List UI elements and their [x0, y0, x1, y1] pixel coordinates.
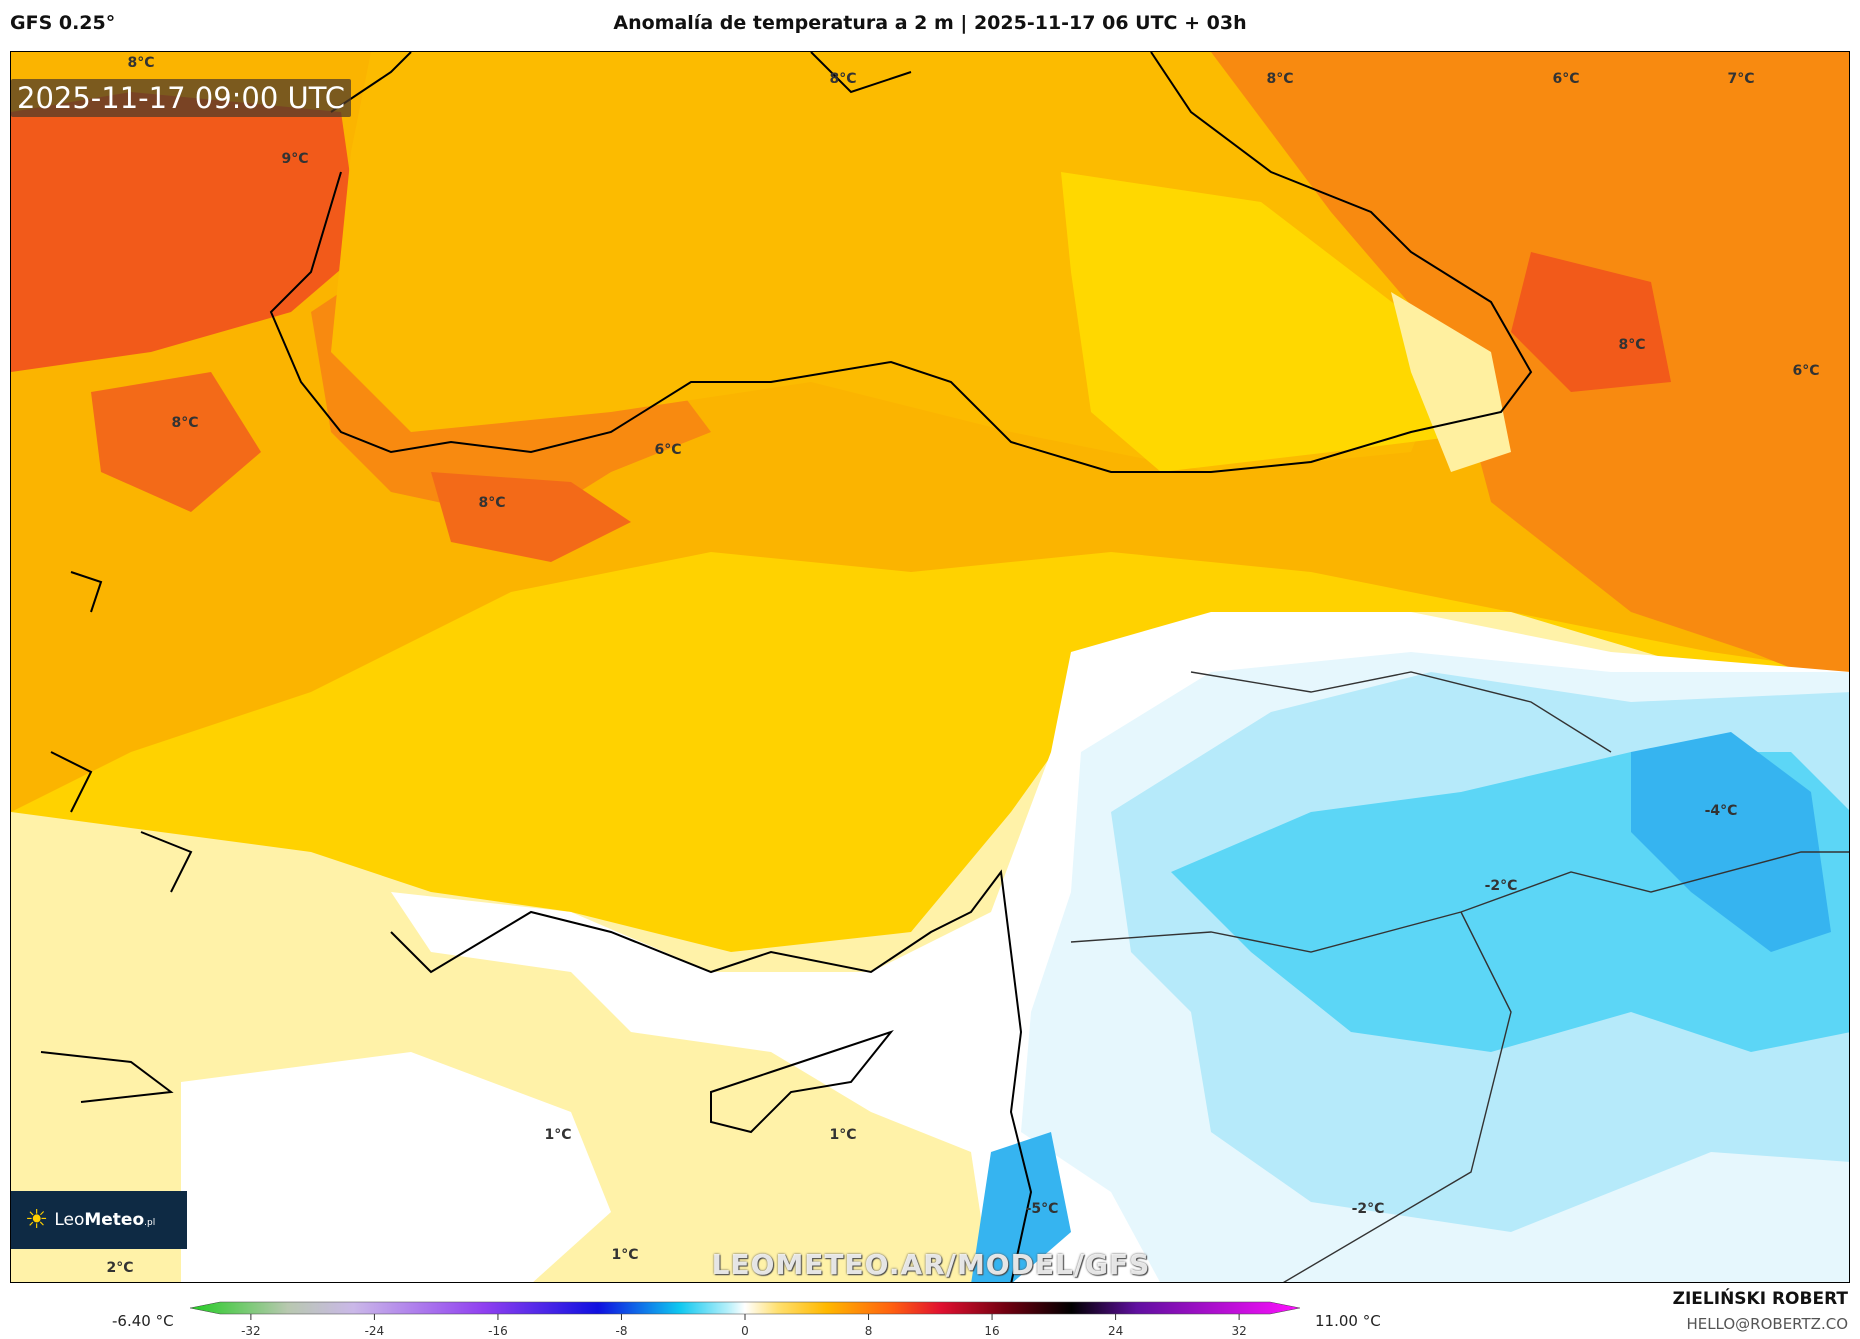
borders: [1070, 671, 1849, 1282]
anomaly-band-8: [431, 472, 631, 562]
colorbar-tick-label: -32: [241, 1324, 261, 1338]
anomaly-band-m5: [971, 1132, 1071, 1282]
leometeo-logo: ☀ LeoMeteo.pl: [11, 1191, 187, 1249]
contour-label: 1°C: [611, 1247, 639, 1263]
watermark: LEOMETEO.AR/MODEL/GFS: [711, 1248, 1151, 1281]
contour-label: -2°C: [1351, 1201, 1385, 1217]
contour-label: 8°C: [1618, 337, 1646, 353]
colorbar-min-label: -6.40 °C: [112, 1312, 174, 1330]
contour-label: -5°C: [1025, 1201, 1059, 1217]
contour-label: 6°C: [1792, 363, 1820, 379]
author-name: ZIELIŃSKI ROBERT: [1672, 1289, 1848, 1309]
contour-label: 9°C: [281, 151, 309, 167]
contour-label: 6°C: [1552, 71, 1580, 87]
temperature-anomaly-map: 8°C 9°C 8°C 8°C 6°C 7°C 8°C 6°C 8°C 8°C 6°C -4°C -2°…: [10, 51, 1850, 1283]
anomaly-band-2: [1391, 292, 1511, 472]
chart-title: Anomalía de temperatura a 2 m | 2025-11-…: [613, 12, 1247, 34]
contour-label: 8°C: [1266, 71, 1294, 87]
colorbar-tick-label: 8: [865, 1324, 873, 1338]
colorbar-gradient: [190, 1301, 1301, 1315]
anomaly-band-8: [91, 372, 261, 512]
contour-label: 8°C: [829, 71, 857, 87]
model-name: GFS 0.25°: [10, 12, 116, 34]
colorbar-tick-label: 32: [1231, 1324, 1246, 1338]
contour-label: 7°C: [1727, 71, 1755, 87]
author-email: HELLO@ROBERTZ.CO: [1686, 1315, 1848, 1333]
contour-label: 1°C: [829, 1127, 857, 1143]
logo-text: LeoMeteo.pl: [54, 1210, 156, 1230]
contour-label: 8°C: [171, 415, 199, 431]
contour-label: 8°C: [478, 495, 506, 511]
contour-label: 2°C: [106, 1260, 134, 1276]
map-field: [11, 52, 1849, 1282]
contour-label: 8°C: [127, 55, 155, 71]
contour-label: -2°C: [1484, 878, 1518, 894]
anomaly-band-0: [181, 1052, 611, 1282]
colorbar-tick-label: 0: [741, 1324, 749, 1338]
contour-label: 1°C: [544, 1127, 572, 1143]
colorbar-max-label: 11.00 °C: [1315, 1312, 1381, 1330]
colorbar-tick-label: -16: [488, 1324, 508, 1338]
sun-icon: ☀: [25, 1205, 49, 1235]
colorbar-tick-label: 24: [1108, 1324, 1123, 1338]
contour-label: -4°C: [1704, 803, 1738, 819]
valid-time-label: 2025-11-17 09:00 UTC: [11, 79, 352, 117]
colorbar: -32 -24 -16 -8 0 8 16 24 32: [190, 1301, 1301, 1338]
anomaly-band-m4: [1631, 732, 1831, 952]
colorbar-tick-label: 16: [984, 1324, 999, 1338]
anomaly-band-8: [1511, 252, 1671, 392]
colorbar-tick-label: -24: [365, 1324, 385, 1338]
contour-label: 6°C: [654, 442, 682, 458]
anomaly-band-9: [11, 92, 361, 372]
colorbar-tick-label: -8: [615, 1324, 627, 1338]
anomaly-band-4: [1061, 172, 1491, 472]
